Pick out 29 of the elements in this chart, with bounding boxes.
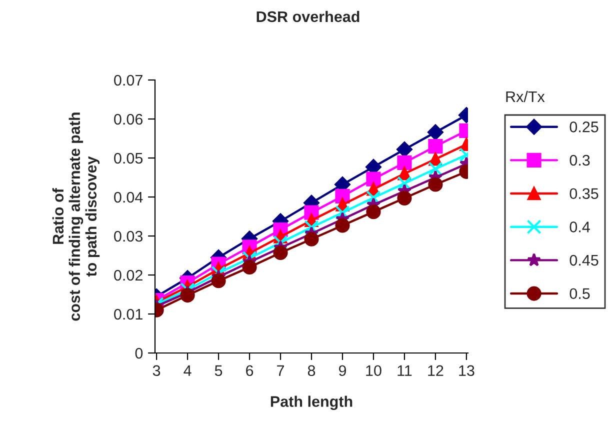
legend-label: 0.35	[570, 188, 598, 200]
y-tick-label: 0.01	[114, 308, 142, 320]
legend-label: 0.25	[570, 122, 598, 132]
y-tick-label: 0.05	[114, 152, 143, 164]
x-axis-title: Path length	[270, 396, 352, 410]
legend-label: 0.5	[570, 288, 590, 300]
y-tick-label: 0.07	[114, 74, 142, 86]
y-tick-label: 0	[135, 348, 143, 359]
x-tick-label: 12	[428, 365, 444, 376]
legend-label: 0.3	[570, 154, 590, 166]
legend-label: 0.45	[570, 254, 598, 266]
legend-label: 0.4	[570, 222, 590, 232]
x-tick-label: 5	[214, 365, 222, 376]
x-tick-label: 9	[338, 365, 346, 376]
y-tick-label: 0.04	[114, 192, 143, 203]
x-tick-label: 4	[184, 365, 192, 376]
x-tick-label: 6	[246, 365, 254, 376]
x-tick-label: 11	[398, 365, 412, 376]
chart-title: DSR overhead	[256, 10, 360, 22]
y-tick-label: 0.02	[114, 270, 142, 281]
x-tick-label: 13	[459, 365, 474, 376]
x-tick-label: 8	[308, 365, 316, 376]
x-tick-label: 10	[366, 365, 382, 376]
y-tick-label: 0.03	[114, 230, 143, 242]
legend-title: Rx/Tx	[506, 90, 545, 102]
x-tick-label: 7	[277, 365, 284, 376]
y-tick-label: 0.06	[114, 114, 143, 125]
y-axis-title: Ratio of cost of finding alternate path to path discovey	[52, 112, 100, 321]
x-tick-label: 3	[152, 365, 160, 376]
